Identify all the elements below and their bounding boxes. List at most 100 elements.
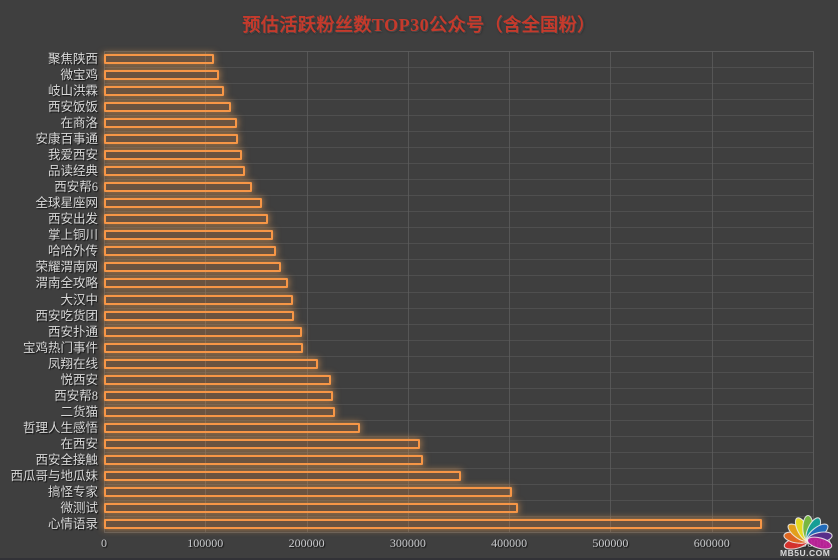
y-axis-label: 悦西安 bbox=[60, 372, 98, 387]
bar-哲理人生感悟 bbox=[104, 422, 361, 433]
x-axis-tick-label: 500000 bbox=[592, 536, 629, 550]
bar-西安吃货团 bbox=[104, 310, 295, 321]
y-axis-label: 我爱西安 bbox=[47, 148, 98, 163]
gridline-horizontal bbox=[104, 532, 813, 533]
gridline-horizontal bbox=[104, 163, 813, 164]
x-axis-tick-label: 600000 bbox=[693, 536, 730, 550]
bar-宝鸡热门事件 bbox=[104, 342, 303, 353]
y-axis-label: 西安帮8 bbox=[54, 388, 98, 403]
gridline-horizontal bbox=[104, 83, 813, 84]
bar-西瓜哥与地瓜妹 bbox=[104, 470, 461, 481]
y-axis-label: 微测试 bbox=[60, 500, 98, 515]
bar-安康百事通 bbox=[104, 134, 238, 145]
bar-西安全接触 bbox=[104, 454, 424, 465]
bar-搞怪专家 bbox=[104, 486, 513, 497]
gridline-horizontal bbox=[104, 484, 813, 485]
gridline-horizontal bbox=[104, 372, 813, 373]
y-axis-label: 聚焦陕西 bbox=[47, 52, 98, 66]
y-axis-label: 微宝鸡 bbox=[60, 68, 98, 83]
chart-title: 预估活跃粉丝数TOP30公众号（含全国粉） bbox=[242, 15, 596, 35]
gridline-vertical bbox=[813, 51, 814, 532]
gridline-vertical bbox=[104, 51, 105, 532]
gridline-horizontal bbox=[104, 227, 813, 228]
gridline-vertical bbox=[712, 51, 713, 532]
gridline-horizontal bbox=[104, 259, 813, 260]
gridline-horizontal bbox=[104, 500, 813, 501]
bar-心情语录 bbox=[104, 518, 763, 529]
y-axis-label: 渭南全攻略 bbox=[35, 276, 98, 291]
gridline-horizontal bbox=[104, 131, 813, 132]
gridline-vertical bbox=[408, 51, 409, 532]
bar-西安饭饭 bbox=[104, 102, 231, 113]
gridline-horizontal bbox=[104, 452, 813, 453]
y-axis-label: 掌上铜川 bbox=[47, 228, 98, 243]
y-axis-label: 二货猫 bbox=[60, 404, 98, 419]
gridline-horizontal bbox=[104, 340, 813, 341]
bar-我爱西安 bbox=[104, 150, 242, 161]
bottom-edge-strip bbox=[0, 558, 838, 560]
y-axis-label: 品读经典 bbox=[47, 164, 98, 179]
gridline-horizontal bbox=[104, 67, 813, 68]
bar-西安扑通 bbox=[104, 326, 302, 337]
gridline-horizontal bbox=[104, 243, 813, 244]
bar-西安出发 bbox=[104, 214, 269, 225]
x-axis-tick-label: 400000 bbox=[491, 536, 528, 550]
bar-西安帮6 bbox=[104, 182, 252, 193]
gridline-horizontal bbox=[104, 308, 813, 309]
mb5u-watermark-logo: MB5U.COM bbox=[780, 514, 833, 558]
y-axis-label: 西安全接触 bbox=[35, 452, 98, 467]
gridline-horizontal bbox=[104, 468, 813, 469]
x-axis-tick-label: 0 bbox=[101, 536, 107, 550]
gridline-horizontal bbox=[104, 356, 813, 357]
bar-西安帮8 bbox=[104, 390, 333, 401]
gridline-horizontal bbox=[104, 420, 813, 421]
bar-聚焦陕西 bbox=[104, 54, 215, 65]
bar-品读经典 bbox=[104, 166, 245, 177]
gridline-horizontal bbox=[104, 388, 813, 389]
y-axis-label: 全球星座网 bbox=[35, 196, 98, 211]
y-axis-label: 安康百事通 bbox=[35, 132, 98, 147]
y-axis-label: 荣耀渭南网 bbox=[35, 260, 98, 275]
y-axis-label: 哲理人生感悟 bbox=[22, 420, 98, 435]
gridline-horizontal bbox=[104, 516, 813, 517]
y-axis-label: 在西安 bbox=[60, 436, 98, 451]
bar-荣耀渭南网 bbox=[104, 262, 282, 273]
x-axis-tick-label: 200000 bbox=[288, 536, 325, 550]
y-axis-label: 西安吃货团 bbox=[35, 308, 98, 323]
gridline-vertical bbox=[205, 51, 206, 532]
y-axis-label: 西安帮6 bbox=[54, 180, 98, 195]
gridline-horizontal bbox=[104, 179, 813, 180]
gridline-horizontal bbox=[104, 195, 813, 196]
gridline-vertical bbox=[610, 51, 611, 532]
bar-二货猫 bbox=[104, 406, 335, 417]
bar-在商洛 bbox=[104, 118, 237, 129]
y-axis-label: 搞怪专家 bbox=[47, 484, 98, 499]
y-axis-label: 宝鸡热门事件 bbox=[22, 340, 98, 355]
x-axis-tick-label: 300000 bbox=[389, 536, 426, 550]
gridline-vertical bbox=[509, 51, 510, 532]
y-axis-label: 凤翔在线 bbox=[47, 356, 98, 371]
y-axis-label: 大汉中 bbox=[60, 292, 98, 307]
bar-凤翔在线 bbox=[104, 358, 318, 369]
gridline-horizontal bbox=[104, 211, 813, 212]
y-axis-label: 西安扑通 bbox=[47, 324, 98, 339]
y-axis-label: 西安饭饭 bbox=[47, 100, 98, 115]
y-axis-label: 西瓜哥与地瓜妹 bbox=[10, 468, 98, 483]
bar-在西安 bbox=[104, 438, 420, 449]
bar-微宝鸡 bbox=[104, 70, 219, 81]
plot-area bbox=[104, 51, 814, 533]
gridline-horizontal bbox=[104, 51, 813, 52]
bar-大汉中 bbox=[104, 294, 294, 305]
x-axis-tick-label: 100000 bbox=[187, 536, 224, 550]
y-axis-label: 岐山洪霖 bbox=[47, 84, 98, 99]
bar-掌上铜川 bbox=[104, 230, 274, 241]
bar-岐山洪霖 bbox=[104, 86, 224, 97]
watermark-petal bbox=[806, 536, 833, 550]
gridline-vertical bbox=[307, 51, 308, 532]
gridline-horizontal bbox=[104, 292, 813, 293]
gridline-horizontal bbox=[104, 275, 813, 276]
bar-悦西安 bbox=[104, 374, 331, 385]
gridline-horizontal bbox=[104, 99, 813, 100]
bar-哈哈外传 bbox=[104, 246, 277, 257]
